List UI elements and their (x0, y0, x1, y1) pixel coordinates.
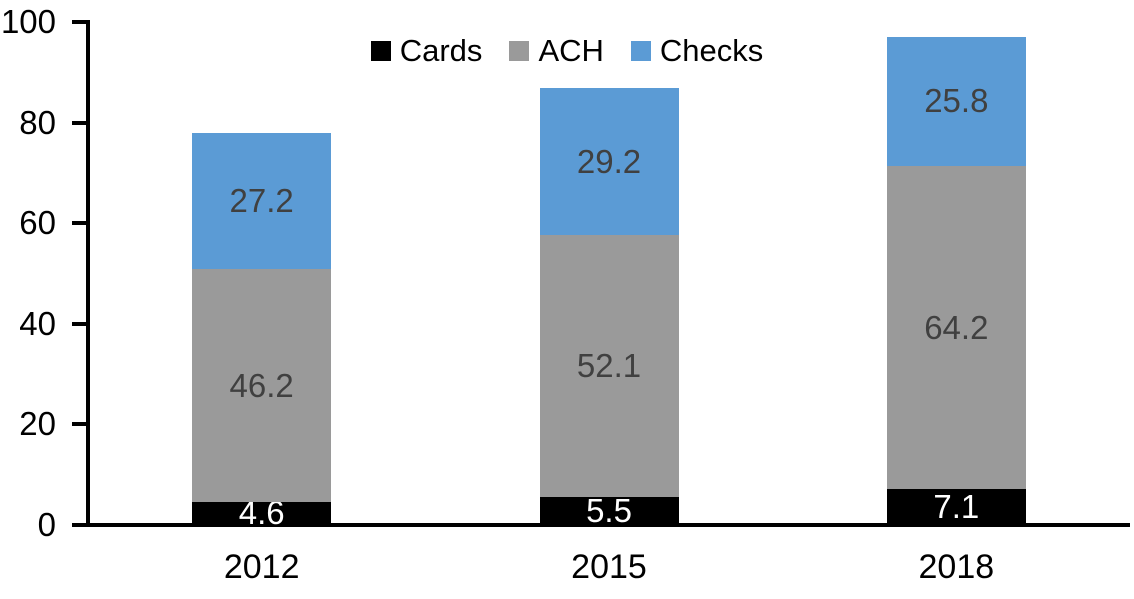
legend-item-ach: ACH (509, 32, 604, 70)
data-label-cards-2015: 5.5 (586, 492, 632, 530)
data-label-ach-2012: 46.2 (229, 366, 294, 404)
y-axis-line (86, 20, 90, 527)
legend-item-checks: Checks (630, 32, 764, 70)
legend-swatch-ach (509, 41, 530, 61)
x-axis-line (86, 523, 1130, 527)
y-axis-tick (72, 523, 86, 527)
y-axis-tick (72, 321, 86, 326)
y-axis-tick-label: 0 (37, 506, 56, 543)
y-axis-tick-label: 80 (19, 103, 56, 141)
legend-label-ach: ACH (538, 33, 604, 68)
legend-swatch-cards (370, 41, 391, 61)
data-label-cards-2018: 7.1 (933, 488, 980, 526)
data-label-cards-2012: 4.6 (238, 494, 285, 532)
bar-segment-ach-2015 (539, 235, 679, 498)
y-axis-tick-label: 20 (19, 405, 56, 443)
y-axis-tick-label: 60 (19, 204, 56, 242)
data-label-checks-2018: 25.8 (924, 82, 989, 120)
legend-label-checks: Checks (659, 33, 764, 68)
legend-label-cards: Cards (399, 33, 483, 68)
y-axis-tick (72, 120, 86, 125)
bar-segment-cards-2012 (192, 501, 332, 525)
bar-segment-ach-2018 (886, 166, 1026, 490)
data-label-checks-2012: 27.2 (229, 182, 294, 220)
y-axis-tick (72, 20, 86, 24)
data-label-checks-2015: 29.2 (576, 142, 642, 180)
chart-legend: Cards ACH Checks (0, 32, 1134, 70)
y-axis-tick (72, 422, 86, 427)
bar-segment-checks-2015 (539, 88, 679, 236)
bar-segment-checks-2012 (192, 132, 332, 270)
legend-swatch-checks (630, 41, 651, 61)
x-axis-label-2018: 2018 (918, 548, 995, 586)
legend-item-cards: Cards (370, 32, 483, 70)
bar-segment-checks-2018 (886, 36, 1026, 167)
bar-segment-cards-2018 (886, 489, 1026, 525)
y-axis-tick-label: 40 (19, 304, 56, 342)
data-label-ach-2015: 52.1 (576, 347, 642, 385)
bar-segment-ach-2012 (192, 269, 332, 502)
y-axis-tick (72, 221, 86, 226)
bar-segment-cards-2015 (539, 497, 679, 525)
x-axis-label-2012: 2012 (223, 548, 300, 586)
x-axis-label-2015: 2015 (571, 548, 647, 586)
y-axis-tick-label: 100 (0, 3, 56, 40)
data-label-ach-2018: 64.2 (924, 308, 989, 346)
